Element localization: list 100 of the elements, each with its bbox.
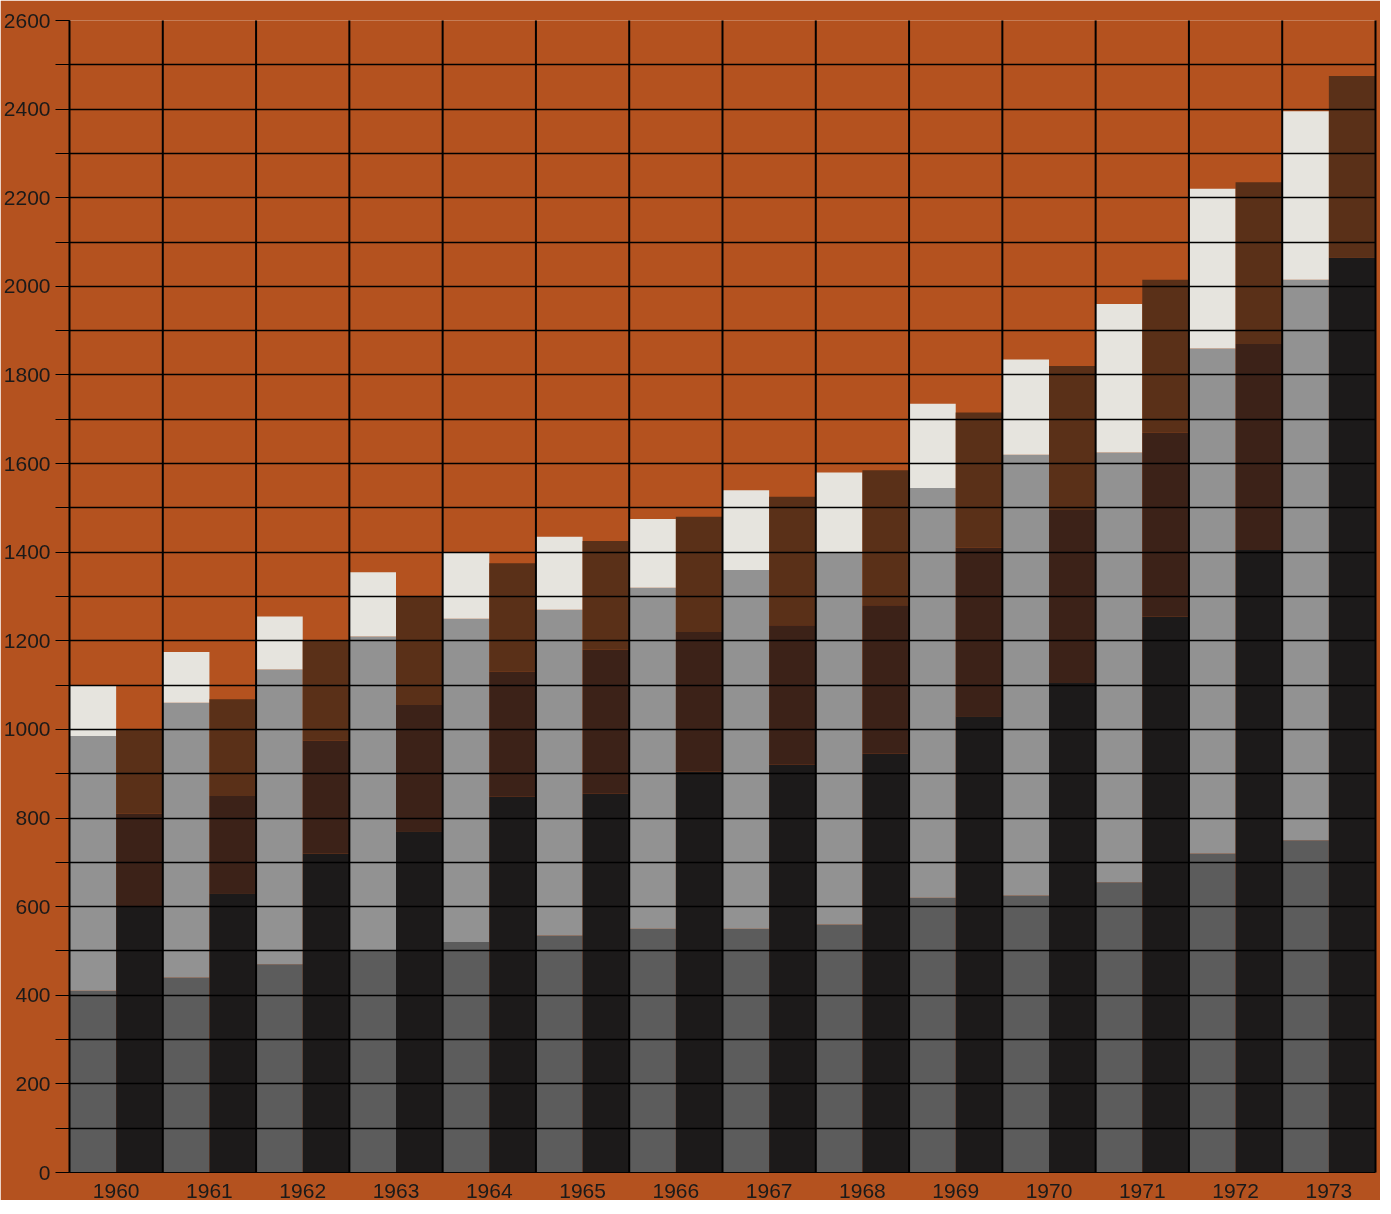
bar bbox=[582, 541, 630, 650]
bar bbox=[1235, 182, 1283, 344]
bar bbox=[1142, 279, 1189, 433]
bar bbox=[442, 552, 490, 619]
bar bbox=[629, 587, 676, 929]
y-tick-label: 2200 bbox=[3, 185, 51, 209]
bar bbox=[675, 631, 723, 772]
bar bbox=[815, 552, 863, 925]
bar bbox=[396, 831, 443, 1173]
bar bbox=[1282, 111, 1329, 280]
bar bbox=[909, 403, 956, 488]
bar bbox=[909, 487, 956, 898]
bar bbox=[1095, 304, 1143, 453]
bar bbox=[396, 705, 443, 832]
bar bbox=[909, 897, 956, 1173]
bar bbox=[302, 640, 350, 741]
bar bbox=[1235, 343, 1283, 550]
bar bbox=[722, 490, 770, 570]
y-tick-label: 200 bbox=[15, 1071, 51, 1095]
bar bbox=[489, 796, 536, 1173]
bar bbox=[489, 563, 536, 672]
bar bbox=[955, 412, 1003, 548]
bar bbox=[769, 625, 816, 765]
bar bbox=[955, 547, 1003, 717]
bar bbox=[256, 964, 303, 1173]
x-tick-label: 1961 bbox=[186, 1178, 233, 1202]
bar bbox=[675, 771, 723, 1173]
y-tick-label: 1600 bbox=[3, 451, 51, 475]
bar bbox=[1328, 257, 1376, 1173]
bar bbox=[1002, 359, 1049, 455]
bar bbox=[862, 470, 910, 606]
bar bbox=[1049, 510, 1096, 683]
bar bbox=[769, 764, 816, 1173]
bar bbox=[815, 924, 863, 1173]
bar bbox=[1142, 616, 1189, 1173]
bar bbox=[1282, 840, 1329, 1173]
bar bbox=[69, 736, 117, 991]
bar bbox=[1002, 454, 1049, 896]
bar bbox=[116, 729, 163, 814]
bar bbox=[1235, 549, 1283, 1173]
bar bbox=[396, 596, 443, 706]
x-tick-label: 1969 bbox=[932, 1178, 980, 1202]
y-tick-label: 800 bbox=[15, 806, 51, 830]
x-tick-label: 1973 bbox=[1305, 1178, 1353, 1202]
y-tick-label: 1000 bbox=[3, 717, 51, 741]
bar bbox=[1142, 432, 1189, 617]
y-tick-label: 2600 bbox=[3, 8, 51, 32]
bar bbox=[256, 669, 303, 965]
x-tick-label: 1972 bbox=[1212, 1178, 1259, 1202]
bar bbox=[349, 636, 396, 951]
bar bbox=[769, 496, 816, 626]
bar bbox=[489, 671, 536, 797]
y-tick-label: 0 bbox=[38, 1160, 51, 1184]
x-tick-label: 1963 bbox=[372, 1178, 420, 1202]
y-tick-label: 400 bbox=[15, 983, 51, 1007]
bar bbox=[1095, 452, 1143, 883]
bar bbox=[1049, 366, 1096, 511]
bar bbox=[209, 699, 257, 796]
bar bbox=[162, 702, 210, 978]
bar bbox=[349, 950, 396, 1173]
bar bbox=[162, 977, 210, 1173]
y-tick-label: 2000 bbox=[3, 274, 51, 298]
bar bbox=[1002, 895, 1049, 1173]
bar bbox=[1095, 882, 1143, 1173]
x-tick-label: 1967 bbox=[745, 1178, 793, 1202]
bar bbox=[815, 472, 863, 553]
x-tick-label: 1960 bbox=[92, 1178, 140, 1202]
bar bbox=[209, 893, 257, 1173]
y-tick-label: 2400 bbox=[3, 97, 51, 121]
bar bbox=[535, 609, 583, 936]
x-tick-label: 1971 bbox=[1118, 1178, 1166, 1202]
bar bbox=[116, 813, 163, 907]
x-tick-label: 1970 bbox=[1025, 1178, 1073, 1202]
bar bbox=[629, 518, 676, 588]
bar bbox=[116, 906, 163, 1173]
bar bbox=[1328, 75, 1376, 258]
x-tick-label: 1964 bbox=[465, 1178, 513, 1202]
bar bbox=[722, 928, 770, 1173]
bar bbox=[442, 618, 490, 943]
bar bbox=[1282, 279, 1329, 841]
bar bbox=[69, 685, 117, 737]
bar bbox=[1049, 682, 1096, 1173]
bar bbox=[675, 516, 723, 632]
bar bbox=[349, 572, 396, 637]
bar bbox=[862, 753, 910, 1173]
bar bbox=[722, 569, 770, 929]
bar bbox=[209, 795, 257, 894]
y-tick-label: 1800 bbox=[3, 362, 51, 386]
bar bbox=[256, 616, 303, 670]
bar bbox=[582, 793, 630, 1173]
x-tick-label: 1965 bbox=[559, 1178, 606, 1202]
bar bbox=[1188, 188, 1236, 349]
bar bbox=[862, 605, 910, 754]
x-tick-label: 1966 bbox=[652, 1178, 700, 1202]
bar bbox=[1188, 853, 1236, 1173]
bar bbox=[535, 935, 583, 1173]
bar bbox=[162, 651, 210, 703]
bar bbox=[69, 990, 117, 1173]
y-tick-label: 1400 bbox=[3, 540, 51, 564]
y-tick-label: 600 bbox=[15, 894, 51, 918]
